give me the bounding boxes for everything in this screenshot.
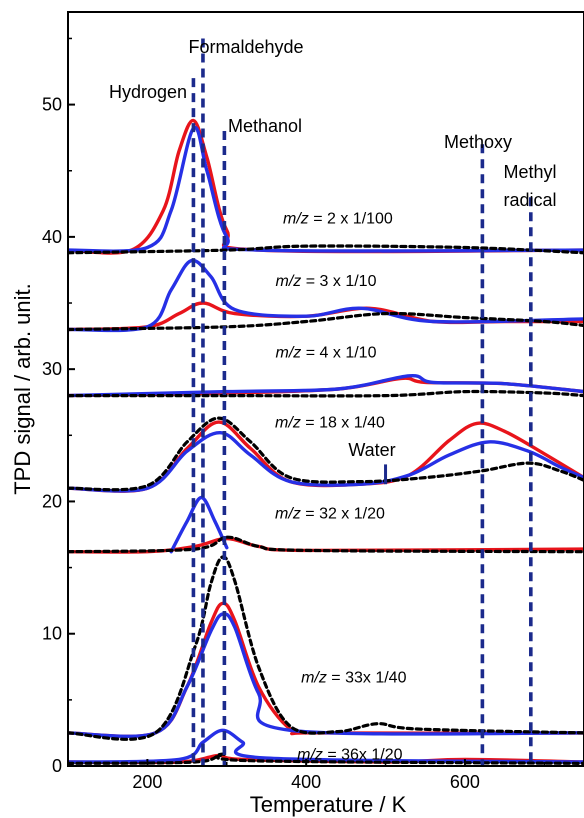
annotation-methyl: Methyl: [503, 162, 556, 182]
y-axis-title: TPD signal / arb. unit.: [10, 283, 35, 495]
vertical-marker-layer: [191, 38, 533, 766]
series-line-13-blue: [169, 495, 229, 554]
mz-label-1: m/z = 3 x 1/10: [276, 273, 377, 290]
annotation-methoxy: Methoxy: [444, 132, 512, 152]
mz-label-2: m/z = 4 x 1/10: [276, 344, 377, 361]
x-tick-label-400: 400: [291, 772, 321, 792]
series-line-8-dashed: [68, 389, 584, 398]
series-line-14-dashed: [68, 535, 584, 554]
labels-layer: Temperature / K TPD signal / arb. unit. …: [10, 37, 557, 817]
annotation-radical: radical: [503, 190, 556, 210]
series-line-1-blue: [68, 125, 584, 253]
y-tick-label-30: 30: [42, 359, 62, 379]
mz-label-3: m/z = 18 x 1/40: [275, 414, 385, 431]
x-axis-title: Temperature / K: [250, 792, 407, 817]
series-line-2-dashed: [68, 244, 584, 255]
y-tick-label-40: 40: [42, 227, 62, 247]
series-line-20-dashed: [68, 752, 584, 765]
mz-label-6: m/z = 36x 1/20: [297, 746, 403, 763]
annotation-methanol: Methanol: [228, 116, 302, 136]
mz-label-0: m/z = 2 x 1/100: [283, 211, 393, 228]
ticks-layer: 200 400 600 0 10 20 30 40 50: [42, 37, 546, 792]
series-line-3-red: [68, 301, 584, 332]
series-line-17-dashed: [68, 555, 584, 741]
mz-label-4: m/z = 32 x 1/20: [275, 506, 385, 523]
plot-frame: [67, 11, 584, 767]
x-tick-label-600: 600: [450, 772, 480, 792]
axes-layer: [67, 11, 584, 767]
mz-label-5: m/z = 33x 1/40: [301, 670, 407, 687]
mz-label-layer: m/z = 2 x 1/100 m/z = 3 x 1/10 m/z = 4 x 1…: [275, 211, 407, 764]
series-line-10-blue: [68, 431, 584, 493]
series-line-5-dashed: [68, 311, 584, 332]
series-line-7-blue: [68, 374, 584, 398]
x-tick-label-200: 200: [132, 772, 162, 792]
y-tick-label-50: 50: [42, 95, 62, 115]
y-tick-label-0: 0: [52, 756, 62, 776]
annotation-water: Water: [348, 440, 395, 460]
y-tick-label-20: 20: [42, 491, 62, 511]
series-line-19-blue: [68, 728, 584, 764]
annotation-formaldehyde: Formaldehyde: [188, 37, 303, 57]
series-line-4-blue: [68, 258, 584, 333]
annotation-hydrogen: Hydrogen: [109, 82, 187, 102]
series-line-11-dashed: [68, 416, 584, 492]
y-tick-label-10: 10: [42, 624, 62, 644]
series-layer: [68, 118, 584, 765]
